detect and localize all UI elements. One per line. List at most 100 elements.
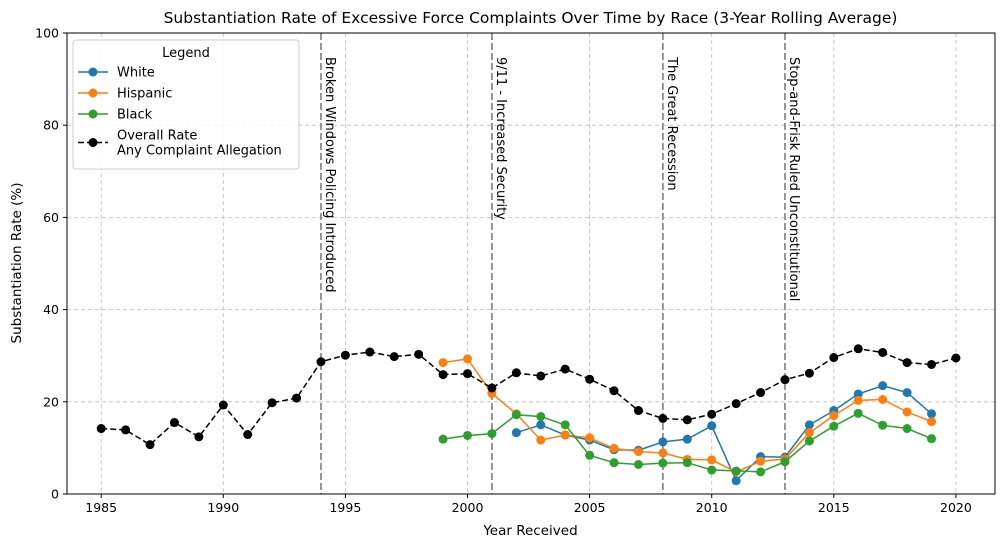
- data-point: [829, 421, 839, 431]
- data-point: [121, 425, 131, 435]
- data-point: [951, 353, 961, 363]
- data-point: [878, 381, 888, 391]
- legend-label-line: Any Complaint Allegation: [117, 144, 282, 159]
- data-point: [194, 432, 204, 442]
- data-point: [560, 420, 570, 430]
- data-point: [682, 434, 692, 444]
- event-annotation: 9/11 - Increased Security: [493, 57, 508, 220]
- data-point: [340, 350, 350, 360]
- data-point: [658, 458, 668, 468]
- data-point: [707, 455, 717, 465]
- data-point: [902, 424, 912, 434]
- legend-marker: [88, 67, 98, 77]
- data-point: [438, 434, 448, 444]
- data-point: [756, 388, 766, 398]
- data-point: [169, 418, 179, 428]
- data-point: [389, 352, 399, 362]
- legend-items: White Hispanic Black Overall Rate Any Compla…: [78, 66, 282, 159]
- data-point: [829, 353, 839, 363]
- legend-marker: [88, 138, 98, 147]
- data-point: [536, 412, 546, 422]
- data-point: [365, 347, 375, 357]
- event-annotation: Stop-and-Frisk Ruled Unconstitutional: [786, 57, 801, 301]
- x-tick-label: 2000: [452, 500, 484, 515]
- x-axis-title: Year Received: [482, 523, 577, 539]
- data-point: [414, 349, 424, 359]
- data-point: [829, 411, 839, 421]
- chart-title: Substantiation Rate of Excessive Force C…: [164, 9, 898, 27]
- y-tick-label: 60: [43, 210, 59, 225]
- data-point: [658, 413, 668, 423]
- legend-label: Overall Rate Any Complaint Allegation: [117, 129, 282, 159]
- legend-label: Hispanic: [117, 87, 172, 102]
- data-point: [585, 433, 595, 443]
- data-point: [902, 407, 912, 417]
- data-point: [633, 406, 643, 416]
- plot-area: Broken Windows Policing Introduced 9/11 -…: [66, 32, 996, 495]
- data-point: [731, 476, 741, 486]
- data-point: [682, 458, 692, 468]
- legend-label-line: Overall Rate: [117, 129, 197, 144]
- data-point: [487, 383, 497, 393]
- x-tick-label: 2020: [940, 500, 972, 515]
- data-point: [96, 424, 106, 434]
- data-point: [902, 388, 912, 398]
- data-point: [804, 420, 814, 430]
- y-tick-label: 0: [51, 487, 59, 502]
- plot-frame: [66, 32, 996, 495]
- data-point: [292, 393, 302, 403]
- data-point: [438, 370, 448, 380]
- legend-label-line: White: [117, 66, 155, 81]
- data-point: [804, 368, 814, 378]
- event-annotation: Broken Windows Policing Introduced: [322, 57, 337, 293]
- x-tick-label: 1985: [85, 500, 117, 515]
- data-point: [780, 457, 790, 467]
- data-point: [731, 466, 741, 476]
- data-point: [145, 440, 155, 450]
- data-point: [633, 447, 643, 457]
- data-point: [536, 435, 546, 445]
- y-tick-label: 20: [43, 394, 59, 409]
- data-point: [707, 409, 717, 419]
- data-point: [853, 408, 863, 418]
- data-point: [633, 459, 643, 469]
- legend-label-line: Hispanic: [117, 87, 172, 102]
- event-markers: Broken Windows Policing Introduced 9/11 -…: [320, 33, 801, 494]
- y-axis-title: Substantiation Rate (%): [9, 183, 25, 344]
- x-axis: 1985 1990 1995 2000 2005 2010 2015 2020: [85, 494, 972, 515]
- x-tick-label: 1990: [207, 500, 239, 515]
- legend-marker: [88, 88, 98, 98]
- data-point: [585, 374, 595, 384]
- data-point: [707, 421, 717, 431]
- data-point: [878, 347, 888, 357]
- data-point: [560, 364, 570, 374]
- data-point: [267, 398, 277, 408]
- data-point: [756, 467, 766, 477]
- series-group: [96, 344, 961, 450]
- data-point: [511, 410, 521, 420]
- data-point: [878, 394, 888, 404]
- data-point: [609, 458, 619, 468]
- y-tick-label: 40: [43, 302, 59, 317]
- legend-label: White: [117, 66, 155, 81]
- x-tick-label: 2005: [574, 500, 606, 515]
- data-point: [316, 357, 326, 367]
- data-point: [927, 417, 937, 427]
- data-point: [707, 465, 717, 475]
- data-point: [927, 434, 937, 444]
- data-point: [609, 443, 619, 453]
- data-point: [438, 358, 448, 368]
- data-point: [804, 436, 814, 446]
- data-point: [218, 400, 228, 410]
- legend-marker: [88, 109, 98, 119]
- data-point: [463, 430, 473, 440]
- data-point: [927, 359, 937, 369]
- data-point: [756, 456, 766, 466]
- legend-title: Legend: [162, 46, 210, 61]
- data-point: [560, 430, 570, 440]
- data-point: [853, 389, 863, 399]
- data-point: [463, 354, 473, 364]
- y-tick-label: 100: [35, 26, 59, 41]
- x-tick-label: 2010: [696, 500, 728, 515]
